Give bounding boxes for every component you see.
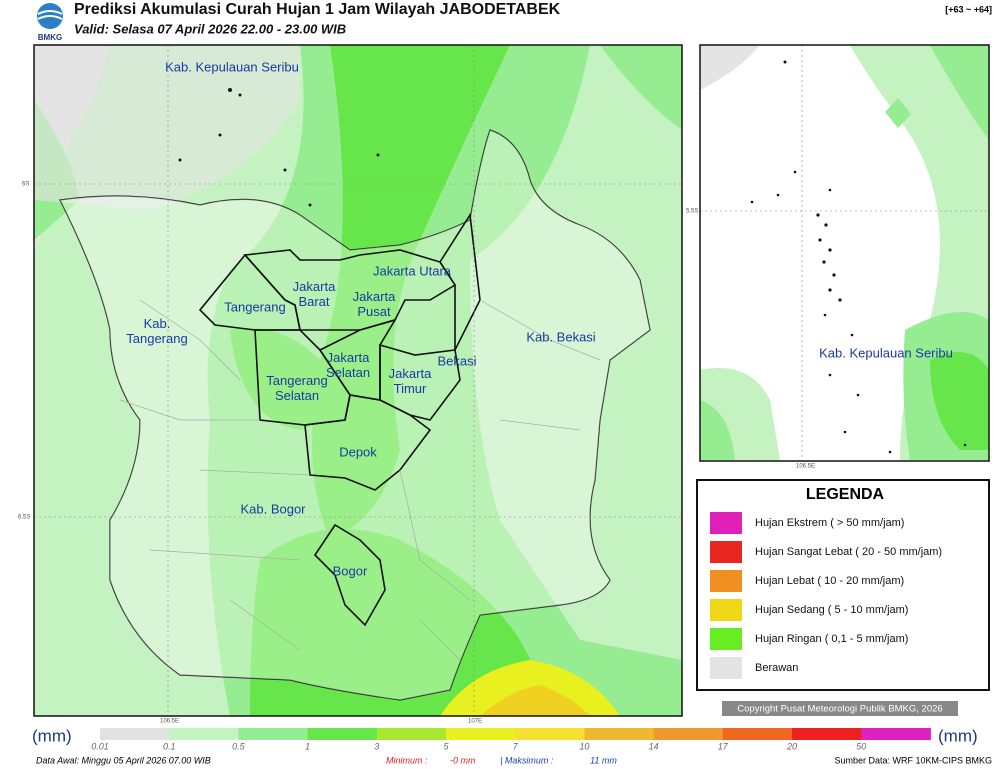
- colorbar-label: 7: [513, 741, 519, 751]
- colorbar-label: 20: [786, 741, 797, 751]
- colorbar-segment: [515, 728, 585, 740]
- place-label: Barat: [298, 294, 329, 309]
- place-label: Kab. Bekasi: [526, 329, 595, 344]
- colorbar-label: 17: [718, 741, 729, 751]
- logo: BMKG: [37, 3, 63, 42]
- footer-source: Sumber Data: WRF 10KM-CIPS BMKG: [834, 755, 992, 765]
- title: Prediksi Akumulasi Curah Hujan 1 Jam Wil…: [74, 1, 561, 18]
- legend-swatch: [710, 599, 742, 621]
- legend-label: Berawan: [755, 662, 798, 674]
- colorbar: (mm) (mm) 0.01 0.1 0.5 1 3 5 7 10 14 17 20 50: [32, 726, 978, 751]
- footer-min-label: Minimum :: [386, 755, 428, 765]
- colorbar-segment: [861, 728, 931, 740]
- legend-title: LEGENDA: [806, 486, 885, 503]
- coord-label: 6S: [22, 182, 29, 188]
- place-label: Bogor: [333, 563, 368, 578]
- colorbar-segment: [792, 728, 862, 740]
- place-label: Selatan: [275, 388, 319, 403]
- legend-label: Hujan Lebat ( 10 - 20 mm/jam): [755, 575, 904, 587]
- colorbar-segment: [307, 728, 378, 740]
- inset-label: Kab. Kepulauan Seribu: [819, 345, 953, 360]
- legend-label: Hujan Sangat Lebat ( 20 - 50 mm/jam): [755, 546, 942, 558]
- colorbar-unit: (mm): [32, 726, 72, 745]
- legend-swatch: [710, 541, 742, 563]
- colorbar-segment: [446, 728, 516, 740]
- colorbar-label: 0.5: [232, 741, 246, 751]
- coord-label: 106.5E: [160, 719, 179, 725]
- footer-start: Data Awal: Minggu 05 April 2026 07.00 WI…: [36, 755, 211, 765]
- coord-label: 106.5E: [796, 464, 815, 470]
- copyright-bg: [722, 701, 958, 716]
- place-label: Kab. Bogor: [240, 501, 306, 516]
- colorbar-segment: [169, 728, 239, 740]
- logo-text: BMKG: [38, 33, 62, 42]
- main-map: 6S 6.5S 106.5E 107E Kab. Kepulauan Serib…: [18, 44, 683, 725]
- subtitle: Valid: Selasa 07 April 2026 22.00 - 23.0…: [74, 21, 346, 36]
- legend: LEGENDA Hujan Ekstrem ( > 50 mm/jam) Huja…: [696, 479, 990, 691]
- colorbar-label: 10: [579, 741, 589, 751]
- place-label: Kab.: [144, 316, 171, 331]
- legend-swatch: [710, 570, 742, 592]
- place-label: Timur: [394, 381, 427, 396]
- place-label: Jakarta: [327, 350, 370, 365]
- legend-swatch: [710, 628, 742, 650]
- colorbar-label: 0.1: [163, 741, 176, 751]
- colorbar-segment: [722, 728, 793, 740]
- place-label: Pusat: [357, 304, 391, 319]
- colorbar-segment: [653, 728, 724, 740]
- legend-swatch: [710, 512, 742, 534]
- place-label: Tangerang: [126, 331, 187, 346]
- place-label: Depok: [339, 444, 377, 459]
- footer-max-label: | Maksimum :: [500, 755, 554, 765]
- coord-label: 107E: [468, 719, 482, 725]
- code: [+63 ~ +64]: [945, 4, 992, 14]
- copyright: Copyright Pusat Meteorologi Publik BMKG,…: [737, 704, 942, 715]
- colorbar-segment: [100, 728, 170, 740]
- place-label: Jakarta: [389, 366, 432, 381]
- colorbar-label: 50: [856, 741, 866, 751]
- place-label: Kab. Kepulauan Seribu: [165, 59, 299, 74]
- place-label: Tangerang: [266, 373, 327, 388]
- colorbar-segment: [584, 728, 655, 740]
- coord-label: 6.5S: [18, 515, 30, 521]
- colorbar-label: 5: [443, 741, 449, 751]
- place-label: Bekasi: [437, 353, 476, 368]
- legend-label: Hujan Ringan ( 0,1 - 5 mm/jam): [755, 633, 908, 645]
- colorbar-label: 3: [374, 741, 379, 751]
- colorbar-label: 1: [305, 741, 310, 751]
- legend-swatch: [710, 657, 742, 679]
- place-label: Jakarta Utara: [373, 263, 452, 278]
- footer-min: -0 mm: [450, 755, 476, 765]
- colorbar-label: 14: [649, 741, 659, 751]
- place-label: Jakarta: [293, 279, 336, 294]
- legend-label: Hujan Sedang ( 5 - 10 mm/jam): [755, 604, 908, 616]
- colorbar-segment: [238, 728, 309, 740]
- colorbar-segment: [376, 728, 447, 740]
- place-label: Selatan: [326, 365, 370, 380]
- place-label: Tangerang: [224, 299, 285, 314]
- colorbar-unit: (mm): [938, 726, 978, 745]
- footer-max: 11 mm: [590, 755, 617, 765]
- colorbar-label: 0.01: [91, 741, 109, 751]
- inset-map: Kab. Kepulauan Seribu 5.5S 106.5E: [686, 44, 990, 470]
- coord-label: 5.5S: [686, 209, 698, 215]
- place-label: Jakarta: [353, 289, 396, 304]
- legend-label: Hujan Ekstrem ( > 50 mm/jam): [755, 517, 904, 529]
